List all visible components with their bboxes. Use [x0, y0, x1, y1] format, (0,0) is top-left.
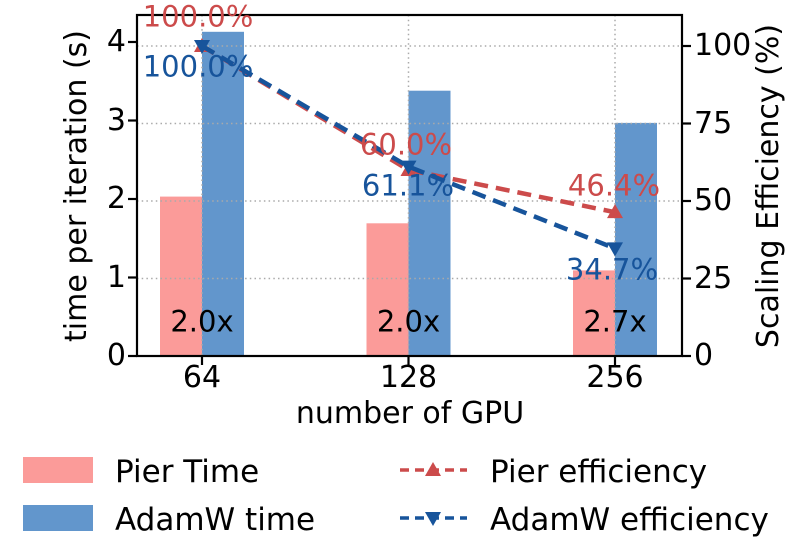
bar-adamw-64	[202, 31, 244, 357]
y-tick-right-100: 100	[694, 28, 752, 63]
x-tick-256: 256	[586, 360, 644, 395]
legend-label-pier-time: Pier Time	[115, 454, 260, 490]
triangle-down-marker	[607, 242, 623, 257]
bar-adamw-256	[615, 122, 657, 357]
speedup-label-64: 2.0x	[170, 304, 234, 339]
triangle-up-marker	[425, 462, 441, 476]
annotation-pier-efficiency-64: 100.0%	[142, 0, 254, 34]
triangle-up-marker	[607, 204, 623, 219]
triangle-down-marker	[425, 512, 441, 526]
speedup-label-256: 2.7x	[583, 304, 647, 339]
legend-label-pier-efficiency: Pier efficiency	[490, 454, 708, 490]
legend-label-adamw-time: AdamW time	[115, 502, 316, 538]
y-axis-label-right: Scaling Efficiency (%)	[751, 23, 786, 349]
y-tick-left-1: 1	[106, 259, 126, 295]
annotation-adamw-efficiency-128: 61.1%	[361, 168, 455, 203]
y-tick-left-3: 3	[106, 102, 126, 138]
bar-pier-128	[366, 223, 409, 356]
y-tick-right-0: 0	[694, 338, 714, 373]
annotation-pier-efficiency-128: 60.0%	[359, 127, 453, 162]
legend-label-adamw-efficiency: AdamW efficiency	[490, 502, 769, 538]
annotation-adamw-efficiency-256: 34.7%	[565, 252, 659, 287]
legend-swatch-pier-time	[23, 457, 93, 483]
legend-swatch-adamw-time	[23, 505, 93, 531]
y-tick-left-2: 2	[106, 181, 126, 216]
y-tick-right-50: 50	[694, 183, 733, 218]
x-axis-label: number of GPU	[295, 396, 525, 431]
annotation-adamw-efficiency-64: 100.0%	[142, 49, 254, 84]
y-tick-right-75: 75	[694, 105, 733, 141]
x-tick-64: 64	[182, 360, 222, 395]
bar-pier-256	[573, 270, 615, 356]
x-tick-128: 128	[379, 360, 438, 395]
triangle-down-marker	[400, 160, 417, 175]
line-pier-efficiency	[200, 44, 616, 215]
triangle-down-marker	[194, 40, 210, 54]
speedup-label-128: 2.0x	[376, 304, 441, 339]
annotation-pier-efficiency-256: 46.4%	[567, 168, 661, 203]
y-axis-label-left: time per iteration (s)	[59, 30, 94, 342]
y-tick-left-0: 0	[106, 338, 126, 373]
bar-pier-64	[160, 196, 202, 356]
y-tick-left-4: 4	[106, 24, 126, 59]
line-adamw-efficiency	[200, 44, 616, 251]
y-tick-right-25: 25	[694, 260, 733, 296]
bar-adamw-128	[408, 90, 451, 356]
